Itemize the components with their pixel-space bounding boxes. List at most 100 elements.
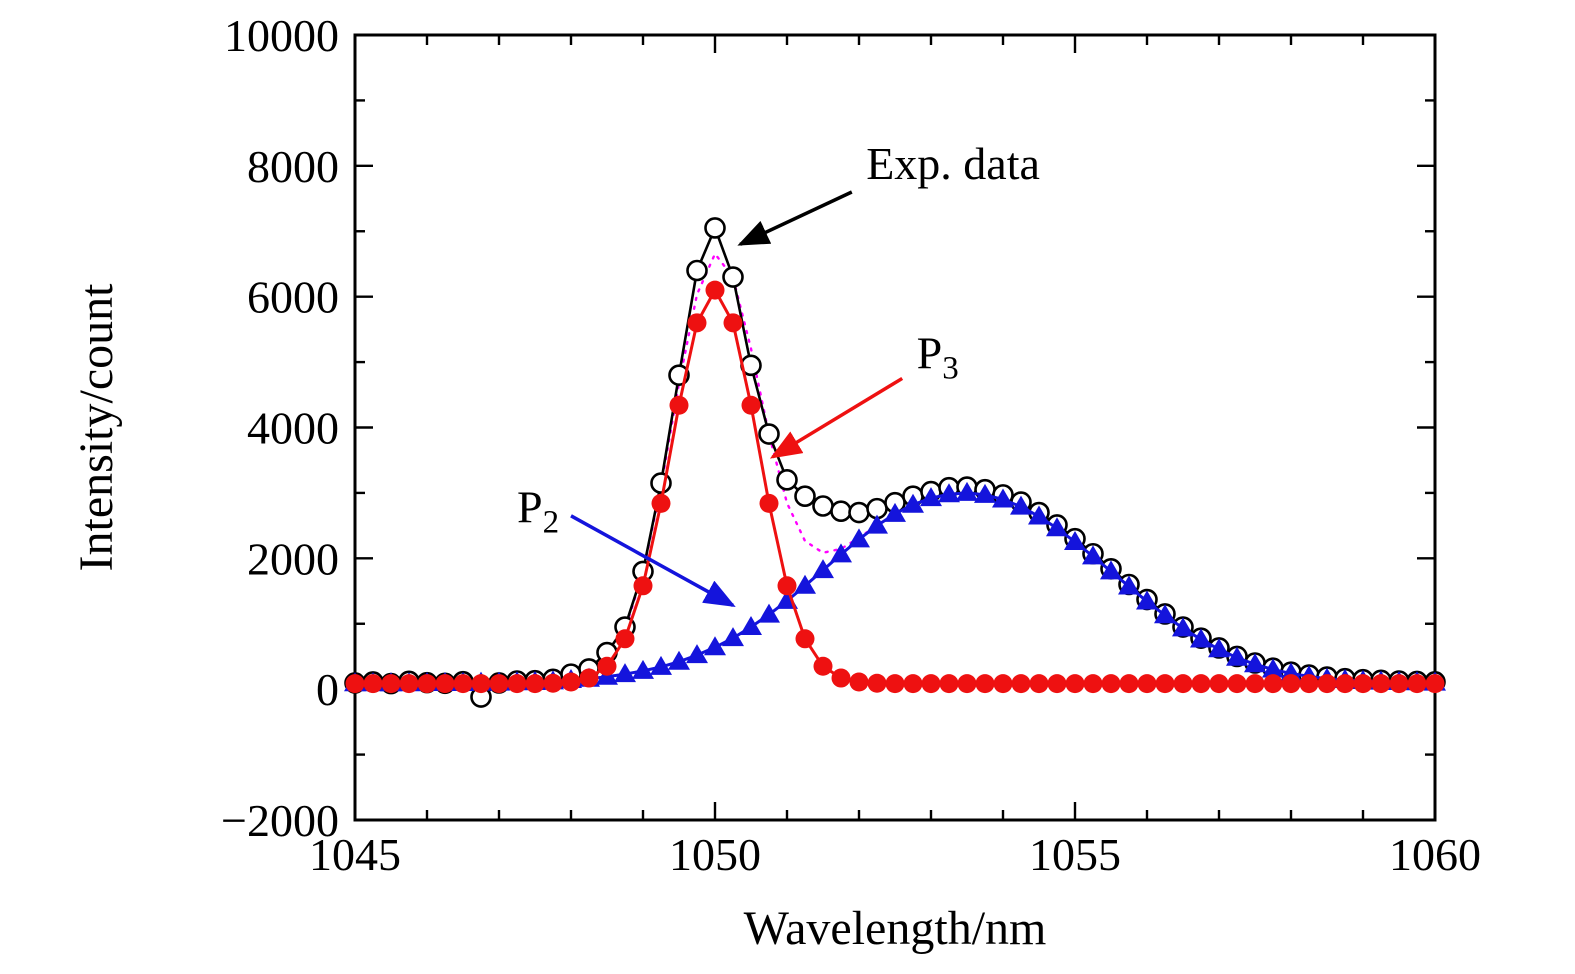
- marker-p3-circle: [993, 674, 1013, 694]
- marker-p3-circle: [903, 674, 923, 694]
- marker-p2-triangle: [866, 514, 888, 534]
- marker-p3-circle: [849, 672, 869, 692]
- marker-exp-open-circle: [650, 472, 672, 494]
- marker-p3-circle: [1155, 674, 1175, 694]
- marker-p3-circle: [1065, 674, 1085, 694]
- marker-p3-circle: [615, 629, 635, 649]
- x-tick-label: 1060: [1389, 829, 1481, 880]
- marker-p3-circle: [1191, 674, 1211, 694]
- marker-p2-triangle: [1082, 545, 1104, 565]
- marker-p3-circle: [795, 629, 815, 649]
- marker-p2-triangle: [794, 574, 816, 594]
- y-tick-label: 2000: [247, 533, 339, 584]
- y-tick-label: −2000: [221, 795, 339, 846]
- marker-p3-circle: [1407, 674, 1427, 694]
- marker-p3-circle: [345, 674, 365, 694]
- marker-p2-triangle: [848, 528, 870, 548]
- marker-p3-circle: [1101, 674, 1121, 694]
- marker-p2-triangle: [884, 502, 906, 522]
- marker-p2-triangle: [1046, 517, 1068, 537]
- marker-p3-circle: [453, 674, 473, 694]
- marker-p2-triangle: [632, 659, 654, 679]
- marker-p3-circle: [1389, 674, 1409, 694]
- marker-p2-triangle: [812, 559, 834, 579]
- marker-p2-triangle: [956, 481, 978, 501]
- marker-p3-circle: [1299, 674, 1319, 694]
- marker-p2-triangle: [920, 487, 942, 507]
- marker-exp-open-circle: [812, 495, 834, 517]
- marker-p3-circle: [831, 668, 851, 688]
- marker-p2-triangle: [992, 488, 1014, 508]
- marker-p2-triangle: [1208, 638, 1230, 658]
- annotation-label-p3: P3: [917, 328, 959, 387]
- marker-p2-triangle: [740, 616, 762, 636]
- marker-p3-circle: [939, 674, 959, 694]
- marker-p2-triangle: [1226, 646, 1248, 666]
- marker-p3-circle: [1281, 674, 1301, 694]
- marker-p3-circle: [741, 395, 761, 415]
- marker-p3-circle: [471, 674, 491, 694]
- marker-exp-open-circle: [794, 485, 816, 507]
- marker-p2-triangle: [650, 655, 672, 675]
- marker-exp-open-circle: [686, 259, 708, 282]
- marker-p2-triangle: [830, 543, 852, 563]
- marker-p2-triangle: [1010, 495, 1032, 515]
- marker-p2-triangle: [1100, 560, 1122, 580]
- marker-p2-triangle: [974, 483, 996, 503]
- marker-p3-circle: [921, 674, 941, 694]
- marker-p2-triangle: [1172, 617, 1194, 637]
- marker-p3-circle: [1137, 674, 1157, 694]
- marker-p2-triangle: [1118, 575, 1140, 595]
- marker-p2-triangle: [722, 627, 744, 647]
- marker-p2-triangle: [1190, 628, 1212, 648]
- marker-exp-open-circle: [776, 469, 798, 491]
- y-tick-label: 8000: [247, 141, 339, 192]
- annotation-arrow-p3: [769, 376, 904, 459]
- marker-exp-open-circle: [722, 266, 744, 288]
- marker-p3-circle: [1011, 674, 1031, 694]
- marker-p3-circle: [1119, 674, 1139, 694]
- marker-p3-circle: [813, 656, 833, 676]
- y-tick-label: 4000: [247, 403, 339, 454]
- marker-p2-triangle: [686, 644, 708, 664]
- marker-p2-triangle: [1028, 505, 1050, 525]
- x-tick-label: 1050: [669, 829, 761, 880]
- annotation-label-exp-data: Exp. data: [866, 138, 1040, 189]
- marker-exp-open-circle: [848, 501, 870, 524]
- annotation-arrow-exp-data: [737, 190, 853, 246]
- marker-p3-circle: [579, 668, 599, 688]
- marker-p3-circle: [1209, 674, 1229, 694]
- marker-p3-circle: [777, 576, 797, 596]
- marker-p3-circle: [723, 313, 743, 333]
- marker-p3-circle: [507, 674, 527, 694]
- marker-p3-circle: [1029, 674, 1049, 694]
- y-tick-label: 10000: [224, 10, 339, 61]
- marker-exp-open-circle: [704, 217, 726, 239]
- marker-p3-circle: [1335, 674, 1355, 694]
- series-line-exp-data: [354, 226, 1436, 699]
- marker-p2-triangle: [902, 493, 924, 513]
- marker-p3-circle: [1263, 674, 1283, 694]
- x-tick-label: 1045: [309, 829, 401, 880]
- marker-p3-circle: [1245, 674, 1265, 694]
- marker-p3-circle: [651, 493, 671, 513]
- annotation-arrow-p2: [570, 514, 736, 607]
- marker-p3-circle: [1173, 674, 1193, 694]
- marker-p3-circle: [561, 672, 581, 692]
- marker-p2-triangle: [1064, 530, 1086, 550]
- marker-p3-circle: [1317, 674, 1337, 694]
- marker-p2-triangle: [1262, 658, 1284, 678]
- marker-p2-triangle: [1154, 604, 1176, 624]
- marker-p2-triangle: [704, 636, 726, 656]
- marker-p2-triangle: [758, 603, 780, 623]
- marker-p3-circle: [957, 674, 977, 694]
- marker-p3-circle: [885, 674, 905, 694]
- marker-p3-circle: [759, 493, 779, 513]
- marker-p3-circle: [1083, 674, 1103, 694]
- x-tick-label: 1055: [1029, 829, 1121, 880]
- marker-p3-circle: [705, 280, 725, 300]
- marker-p2-triangle: [668, 650, 690, 670]
- marker-p3-circle: [687, 313, 707, 333]
- marker-p3-circle: [1353, 674, 1373, 694]
